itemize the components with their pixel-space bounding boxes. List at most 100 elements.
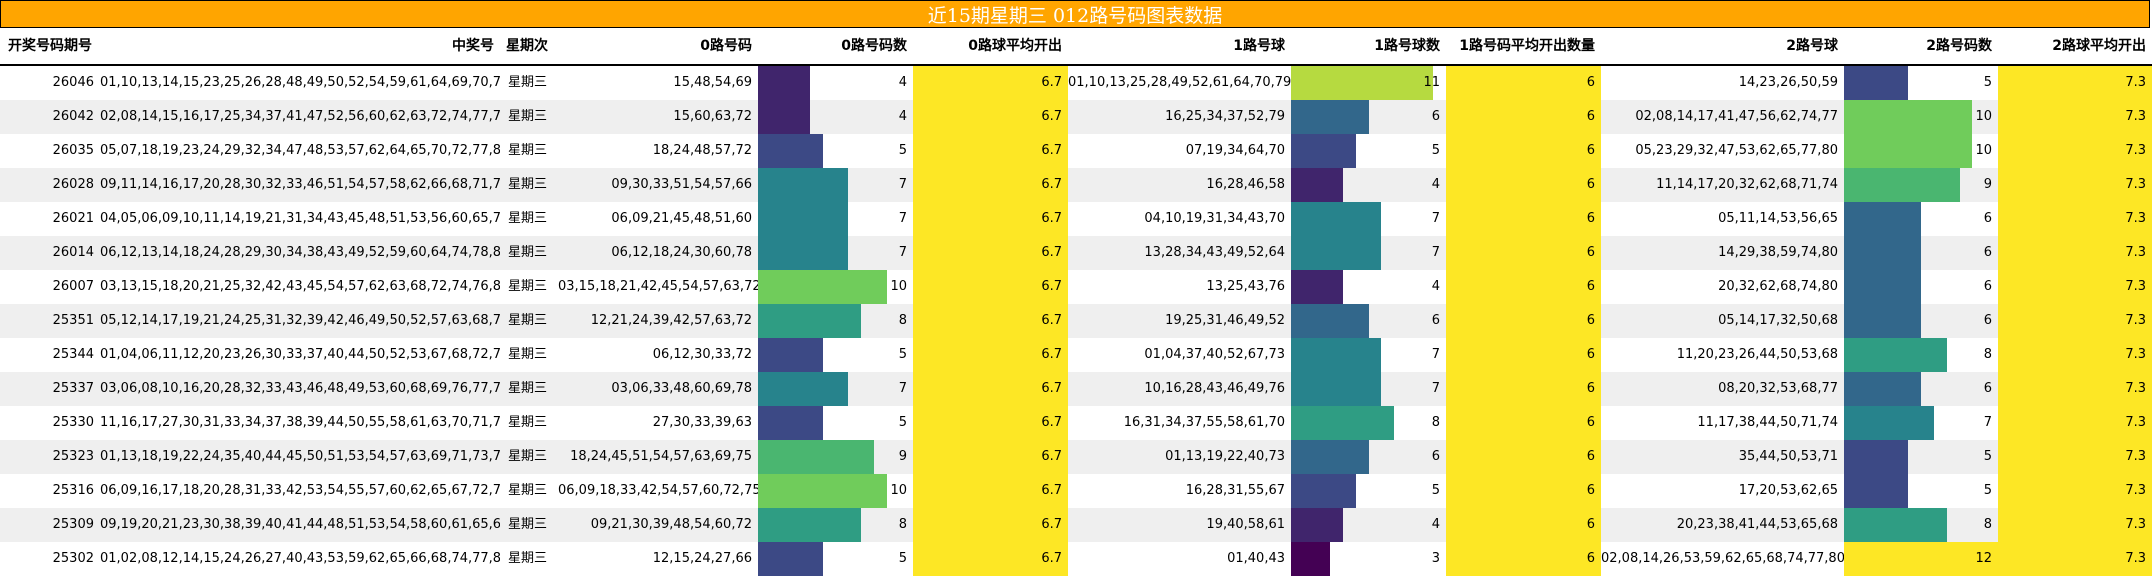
route1-average-fill xyxy=(1446,338,1601,372)
route0-count-value: 10 xyxy=(890,279,907,294)
route0-count-bar xyxy=(758,542,823,576)
issue-cell: 26021 xyxy=(52,211,94,226)
route2-average-value: 7.3 xyxy=(2125,381,2146,396)
weekday-cell: 星期三 xyxy=(508,75,548,90)
route2-average-value: 7.3 xyxy=(2125,313,2146,328)
route2-count-value: 7 xyxy=(1983,415,1992,430)
route1-average-value: 6 xyxy=(1586,143,1595,158)
route0-average-value: 6.7 xyxy=(1041,143,1062,158)
route1-numbers-cell: 04,10,19,31,34,43,70 xyxy=(1144,211,1285,226)
route2-count-bar xyxy=(1844,202,1921,236)
route2-average-fill xyxy=(1998,406,2152,440)
route1-average-value: 6 xyxy=(1586,449,1595,464)
route2-average-fill xyxy=(1998,474,2152,508)
route0-numbers-cell: 06,12,30,33,72 xyxy=(652,347,752,362)
route2-average-value: 7.3 xyxy=(2125,279,2146,294)
route1-count-bar xyxy=(1291,236,1381,270)
route2-count-value: 10 xyxy=(1975,143,1992,158)
route1-average-fill xyxy=(1446,134,1601,168)
route1-count-value: 7 xyxy=(1431,211,1440,226)
route2-average-fill xyxy=(1998,236,2152,270)
route1-count-value: 5 xyxy=(1431,143,1440,158)
route2-average-value: 7.3 xyxy=(2125,245,2146,260)
route0-count-bar xyxy=(758,338,823,372)
issue-cell: 26035 xyxy=(52,143,94,158)
table-row: 25302 01,02,08,12,14,15,24,26,27,40,43,53… xyxy=(0,542,2152,576)
route0-count-value: 5 xyxy=(898,143,907,158)
table-row: 25351 05,12,14,17,19,21,24,25,31,32,39,42… xyxy=(0,304,2152,338)
route0-count-value: 7 xyxy=(898,245,907,260)
route1-count-bar xyxy=(1291,66,1433,100)
weekday-cell: 星期三 xyxy=(508,517,548,532)
route2-average-value: 7.3 xyxy=(2125,449,2146,464)
issue-cell: 26028 xyxy=(52,177,94,192)
route2-numbers-cell: 14,23,26,50,59 xyxy=(1738,75,1838,90)
route0-count-bar xyxy=(758,372,848,406)
route2-numbers-cell: 20,23,38,41,44,53,65,68 xyxy=(1676,517,1838,532)
numbers-cell: 05,07,18,19,23,24,29,32,34,47,48,53,57,6… xyxy=(100,143,500,158)
numbers-cell: 06,09,16,17,18,20,28,31,33,42,53,54,55,5… xyxy=(100,483,500,498)
route1-count-value: 11 xyxy=(1423,75,1440,90)
route2-average-fill xyxy=(1998,66,2152,100)
route1-average-fill xyxy=(1446,508,1601,542)
route2-numbers-cell: 14,29,38,59,74,80 xyxy=(1718,245,1838,260)
route2-count-value: 6 xyxy=(1983,211,1992,226)
route0-numbers-cell: 06,09,21,45,48,51,60 xyxy=(611,211,752,226)
issue-cell: 25316 xyxy=(52,483,94,498)
route0-average-fill xyxy=(913,440,1068,474)
route1-average-value: 6 xyxy=(1586,415,1595,430)
route1-numbers-cell: 13,25,43,76 xyxy=(1206,279,1285,294)
table-row: 26028 09,11,14,16,17,20,28,30,32,33,46,51… xyxy=(0,168,2152,202)
route1-count-bar xyxy=(1291,372,1381,406)
header-weekday: 星期次 xyxy=(506,38,548,54)
header-route2-numbers: 2路号球 xyxy=(1786,38,1838,54)
route0-count-value: 5 xyxy=(898,551,907,566)
route1-average-fill xyxy=(1446,542,1601,576)
route0-count-value: 7 xyxy=(898,177,907,192)
route0-numbers-cell: 09,21,30,39,48,54,60,72 xyxy=(590,517,752,532)
route0-average-value: 6.7 xyxy=(1041,449,1062,464)
route1-average-value: 6 xyxy=(1586,279,1595,294)
route0-average-fill xyxy=(913,236,1068,270)
table-row: 26035 05,07,18,19,23,24,29,32,34,47,48,53… xyxy=(0,134,2152,168)
route2-average-fill xyxy=(1998,100,2152,134)
weekday-cell: 星期三 xyxy=(508,483,548,498)
weekday-cell: 星期三 xyxy=(508,143,548,158)
weekday-cell: 星期三 xyxy=(508,551,548,566)
route1-average-value: 6 xyxy=(1586,177,1595,192)
route2-average-value: 7.3 xyxy=(2125,75,2146,90)
route0-count-value: 7 xyxy=(898,211,907,226)
route1-average-value: 6 xyxy=(1586,517,1595,532)
route1-average-value: 6 xyxy=(1586,75,1595,90)
route0-count-bar xyxy=(758,100,810,134)
route1-average-fill xyxy=(1446,270,1601,304)
route2-count-value: 9 xyxy=(1983,177,1992,192)
route2-average-value: 7.3 xyxy=(2125,211,2146,226)
route0-average-fill xyxy=(913,338,1068,372)
route1-count-value: 3 xyxy=(1431,551,1440,566)
issue-cell: 26014 xyxy=(52,245,94,260)
route2-count-bar xyxy=(1844,304,1921,338)
route1-average-value: 6 xyxy=(1586,347,1595,362)
issue-cell: 25351 xyxy=(52,313,94,328)
route1-average-fill xyxy=(1446,236,1601,270)
route0-count-bar xyxy=(758,134,823,168)
route0-numbers-cell: 18,24,45,51,54,57,63,69,75 xyxy=(570,449,752,464)
route2-count-bar xyxy=(1844,100,1972,134)
route0-count-value: 8 xyxy=(898,517,907,532)
route2-count-bar xyxy=(1844,542,1998,576)
route0-count-value: 8 xyxy=(898,313,907,328)
route1-average-value: 6 xyxy=(1586,381,1595,396)
route1-average-fill xyxy=(1446,100,1601,134)
route0-count-bar xyxy=(758,508,861,542)
route1-average-fill xyxy=(1446,440,1601,474)
route1-numbers-cell: 01,04,37,40,52,67,73 xyxy=(1144,347,1285,362)
route2-count-value: 10 xyxy=(1975,109,1992,124)
issue-cell: 26042 xyxy=(52,109,94,124)
route0-average-value: 6.7 xyxy=(1041,177,1062,192)
route1-count-bar xyxy=(1291,338,1381,372)
route2-count-bar xyxy=(1844,440,1908,474)
route2-average-value: 7.3 xyxy=(2125,347,2146,362)
route2-numbers-cell: 05,11,14,53,56,65 xyxy=(1718,211,1838,226)
route2-count-value: 5 xyxy=(1983,483,1992,498)
